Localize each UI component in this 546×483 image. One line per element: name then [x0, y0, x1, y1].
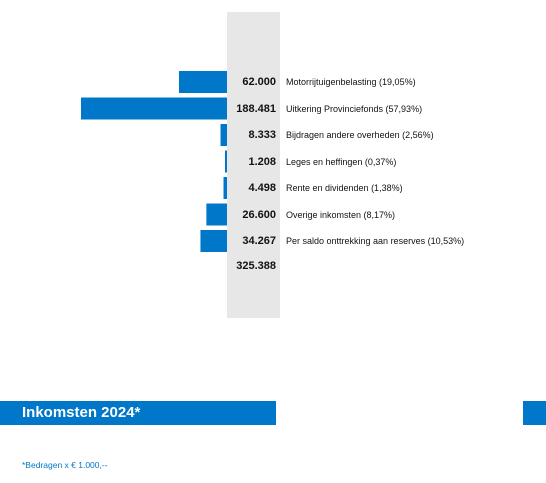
bar-0: [178, 71, 227, 93]
category-label: Overige inkomsten (8,17%): [286, 209, 396, 220]
bar-value-label: 62.000: [242, 76, 276, 88]
bar-chart: [81, 71, 227, 252]
bar-5: [206, 203, 227, 226]
bar-4: [223, 177, 227, 199]
right-accent-block: [523, 401, 546, 425]
bar-value-label: 8.333: [248, 129, 276, 141]
category-label: Motorrijtuigenbelasting (19,05%): [286, 77, 416, 87]
total-value: 325.388: [236, 260, 276, 272]
category-label: Per saldo onttrekking aan reserves (10,5…: [286, 236, 465, 246]
category-label: Uitkering Provinciefonds (57,93%): [286, 103, 423, 114]
bar-value-label: 1.208: [248, 155, 276, 168]
bar-2: [220, 124, 227, 146]
footnote: *Bedragen x € 1.000,--: [22, 460, 108, 470]
bar-1: [81, 97, 227, 120]
title-banner: [0, 401, 276, 425]
bar-value-label: 26.600: [242, 208, 276, 221]
bar-value-label: 4.498: [248, 182, 276, 194]
bar-6: [200, 230, 227, 252]
chart-title: Inkomsten 2024*: [22, 404, 141, 421]
bar-value-label: 188.481: [236, 102, 276, 115]
bar-3: [225, 150, 227, 173]
category-label: Leges en heffingen (0,37%): [286, 156, 397, 167]
bar-value-label: 34.267: [242, 235, 276, 247]
category-label: Rente en dividenden (1,38%): [286, 183, 403, 193]
category-label: Bijdragen andere overheden (2,56%): [286, 130, 434, 140]
value-column-band: [227, 12, 280, 318]
